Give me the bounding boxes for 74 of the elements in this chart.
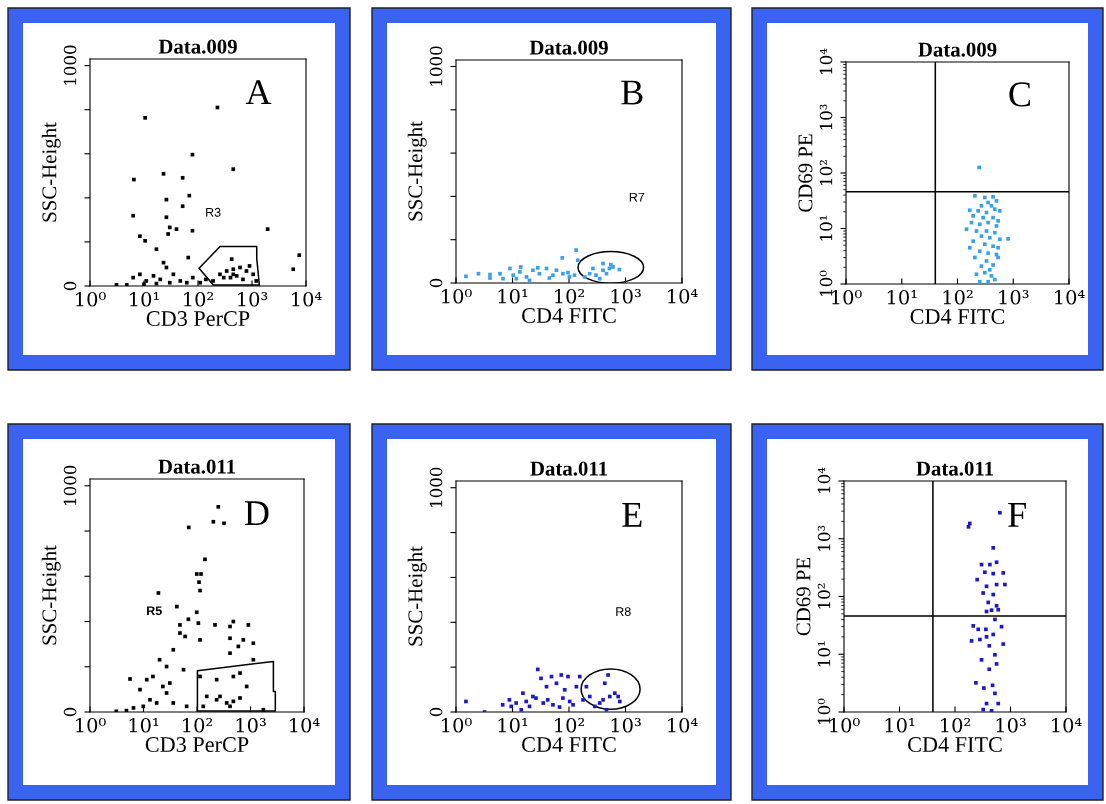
x-tick-label: 10³ [611,717,641,733]
x-tick-label: 10⁰ [76,717,106,733]
y-tick-label: 1000 [63,45,77,85]
x-axis-title: CD3 PerCP [146,311,250,327]
x-tick-label: 10³ [238,291,268,307]
annotation: R3 [206,207,221,217]
x-tick-label: 10⁰ [76,291,106,307]
x-tick-label: 10⁴ [292,291,322,307]
y-axis-title: CD69 PE [798,134,813,212]
x-tick-label: 10¹ [887,289,917,305]
x-tick-label: 10² [184,291,214,307]
x-tick-label: 10¹ [498,288,528,304]
chart-title: Data.011 [916,461,993,476]
chart-title: Data.009 [918,42,997,57]
x-tick-label: 10³ [999,289,1029,305]
y-tick-label: 0 [429,278,443,288]
x-tick-label: 10⁴ [290,717,320,733]
x-tick-label: 10² [555,288,585,304]
x-tick-label: 10¹ [885,717,915,733]
annotation: C [1009,82,1030,107]
x-tick-label: 10⁴ [668,288,698,304]
x-axis-title: CD4 FITC [908,737,1002,753]
x-tick-label: 10⁴ [668,717,698,733]
x-axis-title: CD4 FITC [522,737,616,753]
x-tick-label: 10⁰ [832,289,862,305]
y-axis-title: SSC-Height [41,545,61,645]
y-tick-label: 10⁴ [819,48,833,74]
y-tick-label: 0 [429,707,443,717]
y-axis-title: SSC-Height [407,546,427,646]
x-tick-label: 10⁰ [442,717,472,733]
x-tick-label: 10² [943,289,973,305]
y-tick-label: 10² [817,583,831,609]
x-tick-label: 10¹ [129,717,159,733]
y-tick-label: 1000 [429,467,443,507]
y-tick-label: 10³ [817,525,831,551]
x-tick-label: 10⁰ [830,717,860,733]
x-axis-title: CD3 PerCP [145,737,249,753]
annotation: B [621,80,643,105]
annotation: R7 [629,192,645,202]
x-tick-label: 10² [941,717,971,733]
y-axis-title: SSC-Height [407,121,427,221]
y-tick-label: 10⁴ [817,467,831,493]
y-tick-label: 0 [63,281,77,291]
x-tick-label: 10⁰ [442,288,472,304]
x-tick-label: 10² [183,717,213,733]
x-tick-label: 10¹ [498,717,528,733]
x-tick-label: 10³ [996,717,1026,733]
x-tick-label: 10² [555,717,585,733]
annotation: E [622,503,642,527]
y-tick-label: 10¹ [817,641,831,667]
annotation: R5 [147,606,162,616]
x-tick-label: 10¹ [130,291,159,307]
y-tick-label: 0 [63,707,77,717]
y-tick-label: 10² [819,160,833,185]
y-axis-title: SSC-Height [41,122,61,222]
y-tick-label: 10¹ [819,215,833,241]
y-tick-label: 10³ [819,104,833,130]
y-tick-label: 1000 [63,465,77,505]
x-tick-label: 10³ [236,717,266,733]
chart-title: Data.011 [158,459,235,474]
chart-title: Data.009 [529,40,608,55]
x-axis-title: CD4 FITC [910,309,1005,325]
annotation: D [244,501,269,526]
chart-title: Data.011 [530,461,607,476]
chart-title: Data.009 [158,39,237,54]
annotation: A [245,80,272,104]
x-tick-label: 10⁴ [1055,289,1085,305]
x-axis-title: CD4 FITC [522,308,616,324]
annotation: F [1008,503,1026,527]
y-tick-label: 1000 [429,46,443,86]
annotation: R8 [616,607,631,617]
x-tick-label: 10³ [611,288,641,304]
x-tick-label: 10⁴ [1052,717,1082,733]
y-axis-title: CD69 PE [796,557,811,636]
